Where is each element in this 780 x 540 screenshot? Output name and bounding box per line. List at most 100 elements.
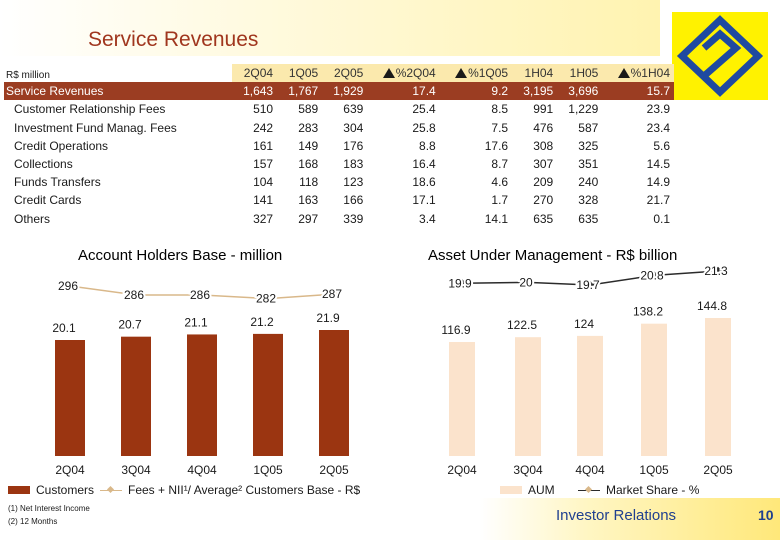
bar — [55, 340, 85, 456]
table-header-row: 2Q04 1Q05 2Q05 %2Q04 %1Q05 1H04 1H05 %1H04 — [4, 64, 674, 83]
bar-value-label: 21.2 — [250, 315, 274, 329]
column-header-label: 1Q05 — [288, 66, 319, 81]
table-row: Investment Fund Manag. Fees 242 283 304 25.8… — [4, 119, 674, 137]
table-cell: 304 — [343, 120, 364, 135]
table-cell: 589 — [298, 102, 319, 117]
table-row: Others 327 297 339 3.4 14.1 635 635 0.1 — [4, 210, 674, 228]
table-cell: 8.7 — [491, 157, 509, 172]
line-point — [131, 290, 141, 300]
table-cell: 3,195 — [512, 82, 558, 101]
table-cell: 16.4 — [412, 157, 436, 172]
line-point — [523, 278, 533, 287]
table-cell: 327 — [253, 211, 274, 226]
x-tick-label: 2Q04 — [55, 463, 85, 477]
table-cell: 3.4 — [419, 211, 436, 226]
table-cell: 163 — [298, 193, 319, 208]
bar — [319, 330, 349, 456]
table-cell: 183 — [343, 157, 364, 172]
row-label: Investment Fund Manag. Fees — [14, 120, 177, 135]
service-revenues-table: 2Q04 1Q05 2Q05 %2Q04 %1Q05 1H04 1H05 %1H04 Servi… — [4, 64, 674, 228]
table-row: Funds Transfers 104 118 123 18.6 4.6 209 240 14.… — [4, 173, 674, 191]
table-cell: 1,767 — [277, 82, 323, 101]
line-point — [197, 290, 207, 300]
column-header-label: %1Q05 — [468, 66, 509, 81]
table-cell: 991 — [533, 102, 554, 117]
table-cell: 17.6 — [484, 138, 509, 153]
legend-label-fees: Fees + NII¹/ Average² Customers Base - R… — [128, 483, 361, 497]
table-cell: 297 — [298, 211, 319, 226]
table-cell: 1,229 — [568, 102, 599, 117]
bar-value-label: 116.9 — [441, 323, 470, 337]
footnotes: (1) Net Interest Income (2) 12 Months — [8, 502, 90, 528]
x-tick-label: 3Q04 — [121, 463, 151, 477]
bar — [577, 335, 603, 456]
table-cell: 307 — [533, 157, 554, 172]
column-header-label: 2Q04 — [243, 66, 274, 81]
bar-value-label: 122.5 — [507, 318, 537, 332]
legend-swatch-market-share — [578, 489, 600, 491]
bar-value-label: 21.1 — [184, 315, 208, 329]
table-cell: 14.5 — [646, 157, 670, 172]
table-row-total: Service Revenues 1,643 1,767 1,929 17.4 9.2 3,… — [4, 82, 674, 101]
table-cell: 176 — [343, 138, 364, 153]
column-header: 2Q04 — [232, 64, 278, 83]
column-header: %1Q05 — [439, 64, 513, 83]
table-cell: 4.6 — [491, 175, 509, 190]
legend-swatch-customers — [8, 486, 30, 494]
delta-icon — [382, 68, 395, 79]
x-tick-label: 2Q04 — [447, 463, 477, 477]
bar-value-label: 124 — [574, 317, 594, 331]
line-point — [329, 289, 339, 299]
row-label: Service Revenues — [4, 82, 232, 101]
bar-value-label: 20.7 — [118, 318, 142, 332]
column-header-label: %2Q04 — [395, 66, 436, 81]
line-value-label: 286 — [124, 288, 144, 302]
x-tick-label: 2Q05 — [703, 463, 733, 477]
line-value-label: 296 — [58, 279, 78, 293]
bar-value-label: 138.2 — [633, 305, 663, 319]
legend-label-aum: AUM — [528, 483, 555, 497]
chart-title-account-holders: Account Holders Base - million — [78, 247, 283, 264]
legend-customers: Customers — [8, 483, 94, 497]
line-point — [585, 280, 595, 290]
table-cell: 0.1 — [653, 211, 670, 226]
bar-value-label: 144.8 — [697, 299, 727, 313]
table-cell: 635 — [533, 211, 554, 226]
line-value-label: 20.8 — [640, 268, 664, 282]
table-cell: 209 — [533, 175, 554, 190]
table-row: Customer Relationship Fees 510 589 639 25.4 8… — [4, 100, 674, 118]
column-header: 2Q05 — [322, 64, 368, 83]
table-cell: 166 — [343, 193, 364, 208]
table-cell: 168 — [298, 157, 319, 172]
table-cell: 476 — [533, 120, 554, 135]
table-cell: 587 — [578, 120, 599, 135]
table-cell: 270 — [533, 193, 554, 208]
line-value-label: 21.3 — [704, 264, 728, 278]
table-cell: 17.4 — [367, 82, 440, 101]
footer-label: Investor Relations — [556, 507, 677, 524]
table-cell: 118 — [299, 175, 319, 190]
table-cell: 639 — [343, 102, 364, 117]
table-cell: 23.9 — [646, 102, 670, 117]
legend-swatch-fees — [100, 489, 122, 491]
legend-aum: AUM — [500, 483, 555, 497]
table-cell: 308 — [533, 138, 554, 153]
page-title: Service Revenues — [88, 28, 259, 51]
table-cell: 23.4 — [646, 120, 670, 135]
table-cell: 104 — [253, 175, 274, 190]
table-cell: 8.5 — [491, 102, 509, 117]
line-point — [65, 281, 75, 291]
line-point — [649, 271, 659, 280]
table-cell: 15.7 — [602, 82, 674, 101]
table-cell: 8.8 — [419, 138, 436, 153]
column-header: 1H05 — [557, 64, 603, 83]
table-cell: 1,929 — [322, 82, 368, 101]
table-cell: 3,696 — [557, 82, 603, 101]
row-label: Collections — [14, 157, 73, 172]
row-label: Others — [14, 211, 51, 226]
table-cell: 149 — [298, 138, 319, 153]
column-header-label: 2Q05 — [333, 66, 364, 81]
line-value-label: 19.9 — [448, 276, 472, 290]
line-value-label: 19.7 — [576, 278, 600, 292]
